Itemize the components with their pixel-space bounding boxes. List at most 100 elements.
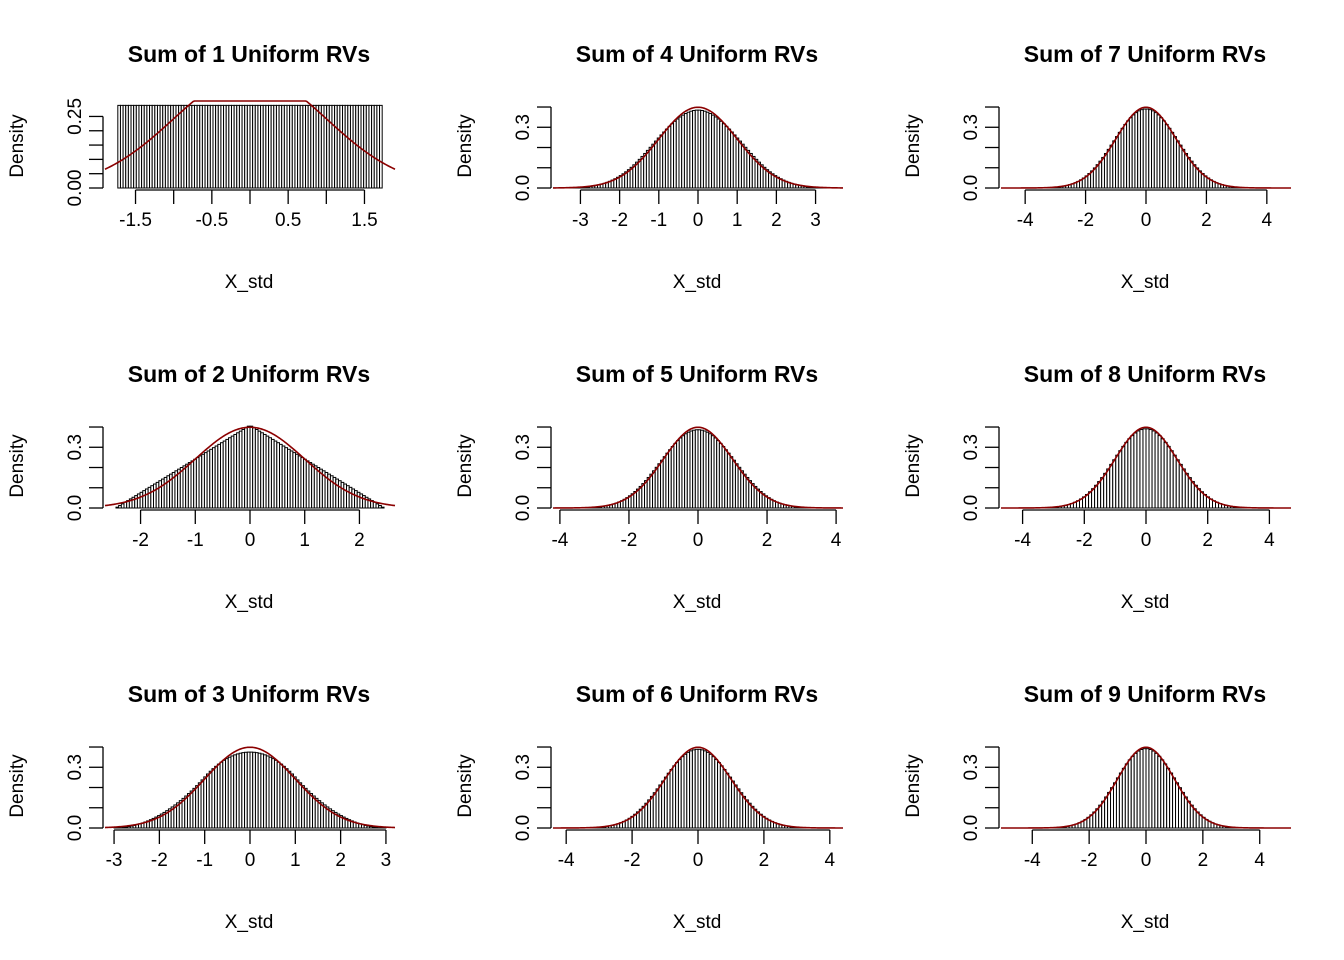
plot-area: -4 -2 0 2 4 0.0 0.3 <box>513 426 843 551</box>
y-tick-label: 0.3 <box>65 754 86 780</box>
x-tick-label: 2 <box>759 850 770 871</box>
x-tick-label: -3 <box>572 210 589 231</box>
y-tick-label: 0.0 <box>513 815 534 841</box>
x-tick-label: -2 <box>151 850 168 871</box>
panel-title: Sum of 6 Uniform RVs <box>576 681 818 707</box>
histogram-bar <box>380 506 385 509</box>
y-axis-label: Density <box>455 434 476 498</box>
normal-density-curve <box>104 746 396 829</box>
x-tick-label: -2 <box>1076 530 1093 551</box>
histogram-bar <box>379 104 383 189</box>
x-tick-label: -2 <box>1077 210 1094 231</box>
y-tick-label: 0.00 <box>65 170 86 207</box>
panel-title: Sum of 8 Uniform RVs <box>1024 361 1266 387</box>
x-tick-label: -2 <box>624 850 641 871</box>
x-tick-label: 0 <box>1141 850 1152 871</box>
normal-density-curve <box>553 746 843 829</box>
y-tick-label: 0.3 <box>961 434 982 460</box>
x-tick-label: 1 <box>732 210 743 231</box>
x-tick-label: -1 <box>187 530 204 551</box>
x-tick-label: 2 <box>354 530 365 551</box>
panel-8: Sum of 6 Uniform RVs X_std Density -4 -2 0 2 4 0… <box>455 681 843 933</box>
x-tick-label: 2 <box>1202 530 1213 551</box>
x-tick-label: -4 <box>558 850 575 871</box>
x-tick-label: 2 <box>1198 850 1209 871</box>
plot-area: -2 -1 0 1 2 0.0 0.3 <box>65 425 396 551</box>
x-tick-label: -1.5 <box>119 210 152 231</box>
x-axis-label: X_std <box>673 272 722 293</box>
x-axis-label: X_std <box>1121 592 1170 613</box>
x-tick-label: 2 <box>335 850 346 871</box>
x-tick-label: -4 <box>1017 210 1034 231</box>
plot-area: -4 -2 0 2 4 0.0 0.3 <box>961 746 1291 871</box>
y-axis-label: Density <box>7 434 28 498</box>
x-tick-label: 4 <box>831 530 842 551</box>
panel-5: Sum of 5 Uniform RVs X_std Density -4 -2 0 2 4 0… <box>455 361 843 613</box>
x-axis-label: X_std <box>225 912 274 933</box>
y-tick-label: 0.3 <box>961 114 982 140</box>
x-tick-label: -2 <box>132 530 149 551</box>
y-tick-label: 0.3 <box>513 114 534 140</box>
panel-9: Sum of 9 Uniform RVs X_std Density -4 -2 0 2 4 0… <box>903 681 1291 933</box>
normal-density-curve <box>104 100 396 170</box>
panel-3: Sum of 7 Uniform RVs X_std Density -4 -2 0 2 4 0… <box>903 41 1291 293</box>
x-tick-label: -1 <box>196 850 213 871</box>
x-tick-label: -3 <box>106 850 123 871</box>
x-tick-label: 2 <box>1201 210 1212 231</box>
plot-area: -4 -2 0 2 4 0.0 0.3 <box>961 106 1291 231</box>
panel-1: Sum of 1 Uniform RVs X_std Density -1.5 -0.5… <box>7 41 396 293</box>
y-axis-label: Density <box>7 754 28 818</box>
x-tick-label: -1 <box>650 210 667 231</box>
y-axis-label: Density <box>455 114 476 178</box>
panel-title: Sum of 4 Uniform RVs <box>576 41 818 67</box>
x-tick-label: 3 <box>810 210 821 231</box>
x-tick-label: 0 <box>245 850 256 871</box>
x-tick-label: 4 <box>1254 850 1265 871</box>
plot-area: -3 -2 -1 0 1 2 3 0.0 0.3 <box>65 746 396 871</box>
normal-density-curve <box>553 426 843 509</box>
panel-7: Sum of 3 Uniform RVs X_std Density -3 -2 -1 0 1… <box>7 681 396 933</box>
x-axis-label: X_std <box>1121 272 1170 293</box>
x-tick-label: 0 <box>1141 210 1152 231</box>
x-tick-label: -2 <box>611 210 628 231</box>
x-tick-label: 0.5 <box>275 210 301 231</box>
panel-title: Sum of 9 Uniform RVs <box>1024 681 1266 707</box>
y-axis-label: Density <box>903 114 924 178</box>
normal-density-curve <box>1001 106 1291 189</box>
x-tick-label: -4 <box>1014 530 1031 551</box>
panel-title: Sum of 5 Uniform RVs <box>576 361 818 387</box>
panel-6: Sum of 8 Uniform RVs X_std Density -4 -2 0 2 4 0… <box>903 361 1291 613</box>
panel-2: Sum of 4 Uniform RVs X_std Density -3 -2 -1 0 1… <box>455 41 844 293</box>
plot-area: -1.5 -0.5 0.5 1.5 0.00 0.25 <box>65 98 396 231</box>
x-tick-label: 1.5 <box>351 210 377 231</box>
x-tick-label: 2 <box>762 530 773 551</box>
x-tick-label: 3 <box>381 850 392 871</box>
y-tick-label: 0.3 <box>65 434 86 460</box>
x-axis-label: X_std <box>225 592 274 613</box>
panel-title: Sum of 2 Uniform RVs <box>128 361 370 387</box>
y-tick-label: 0.3 <box>961 754 982 780</box>
x-tick-label: -0.5 <box>195 210 228 231</box>
y-tick-label: 0.0 <box>513 175 534 201</box>
plot-area: -4 -2 0 2 4 0.0 0.3 <box>513 746 843 871</box>
x-tick-label: 1 <box>290 850 301 871</box>
y-tick-label: 0.0 <box>65 815 86 841</box>
panel-title: Sum of 3 Uniform RVs <box>128 681 370 707</box>
y-tick-label: 0.0 <box>961 495 982 521</box>
y-tick-label: 0.0 <box>65 495 86 521</box>
y-tick-label: 0.3 <box>513 434 534 460</box>
panel-4: Sum of 2 Uniform RVs X_std Density -2 -1 0 1 2 0… <box>7 361 396 613</box>
x-tick-label: -4 <box>1024 850 1041 871</box>
plot-area: -3 -2 -1 0 1 2 3 0.0 0.3 <box>513 106 844 231</box>
panel-title: Sum of 7 Uniform RVs <box>1024 41 1266 67</box>
x-tick-label: 0 <box>245 530 256 551</box>
x-tick-label: 1 <box>299 530 310 551</box>
x-tick-label: -2 <box>1081 850 1098 871</box>
x-tick-label: 4 <box>1262 210 1273 231</box>
y-axis-label: Density <box>903 434 924 498</box>
y-tick-label: 0.0 <box>513 495 534 521</box>
x-axis-label: X_std <box>673 912 722 933</box>
y-tick-label: 0.0 <box>961 815 982 841</box>
y-axis-label: Density <box>7 114 28 178</box>
